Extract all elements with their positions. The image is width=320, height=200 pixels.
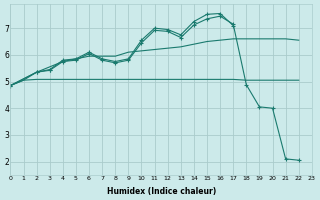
X-axis label: Humidex (Indice chaleur): Humidex (Indice chaleur) — [107, 187, 216, 196]
